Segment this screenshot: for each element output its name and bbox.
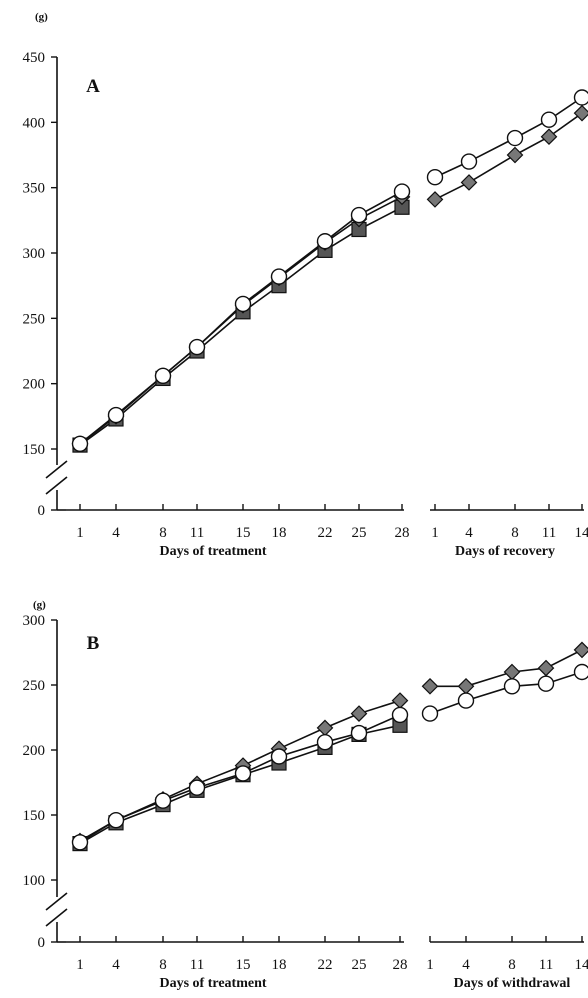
panel-a-treatment-circle-point (71, 435, 89, 452)
panel-a-recovery-circle-point (573, 89, 588, 106)
panel-a-recovery-diamond-point (426, 191, 444, 208)
panel-b-treatment-x-tick-label: 1 (76, 957, 84, 973)
panel-a-treatment-circle-point (350, 206, 368, 224)
panel-a-recovery-circle-point (506, 129, 524, 147)
panel-a-treatment-x-tick-label: 18 (272, 525, 287, 541)
panel-b-recovery-x-title: Days of withdrawal (454, 976, 571, 991)
panel-a-recovery-x-tick-label: 1 (431, 525, 439, 541)
panel-b-recovery-diamond-point (421, 677, 439, 695)
panel-a-treatment-x-tick-label: 8 (159, 525, 167, 541)
panel-b-recovery-x-tick-label: 4 (462, 957, 470, 973)
panel-b-y-tick-label: 250 (23, 678, 46, 694)
panel-a-treatment-x-tick-label: 15 (236, 525, 251, 541)
panel-a-treatment-circle-point (107, 406, 125, 424)
panel-a-treatment-x-tick-label: 28 (395, 525, 410, 541)
panel-b-axis-break-mark (45, 908, 68, 927)
panel-a-y-tick-label: 250 (23, 311, 46, 327)
panel-a-recovery-x-tick-label: 11 (542, 525, 556, 541)
panel-b-treatment-x-tick-label: 11 (190, 957, 204, 973)
panel-b-treatment-circle-point (316, 734, 334, 751)
panel-b-treatment-diamond-point (350, 705, 368, 722)
panel-b-y-tick-label: 150 (23, 808, 46, 824)
panel-b-treatment-x-tick-label: 18 (272, 957, 287, 973)
panel-a-y-tick-label: 0 (38, 503, 46, 519)
panel-a-recovery-circle-point (426, 169, 444, 186)
panel-a-treatment-circle-point (316, 233, 334, 250)
panel-b-treatment-x-tick-label: 25 (352, 957, 367, 973)
panel-b-treatment-x-tick-label: 8 (159, 957, 167, 973)
panel-b-recovery-circle-point (503, 678, 521, 695)
panel-b-recovery-diamond-point (457, 677, 475, 695)
panel-b-recovery-circle-point (573, 663, 588, 681)
panel-b-y-tick-label: 100 (23, 873, 46, 889)
panel-a-treatment-circle-point (188, 338, 206, 356)
panel-a-recovery-x-tick-label: 8 (511, 525, 519, 541)
panel-a-y-tick-label: 350 (23, 181, 46, 197)
panel-b-recovery-diamond-point (503, 663, 521, 681)
panel-b-treatment-x-tick-label: 28 (393, 957, 408, 973)
panel-b-treatment-x-title: Days of treatment (159, 976, 266, 991)
panel-a-letter: A (86, 76, 100, 97)
panel-b-treatment-circle-point (350, 724, 368, 742)
panel-a-recovery-diamond-point (573, 104, 588, 122)
panel-b-recovery-x-tick-label: 1 (426, 957, 434, 973)
panel-b-treatment-x-tick-label: 4 (112, 957, 120, 973)
panel-a-treatment-circle-point (270, 268, 288, 285)
panel-b-axis-break-mark (45, 892, 68, 911)
panel-a-treatment-x-tick-label: 25 (352, 525, 367, 541)
panel-b-y-tick-label: 300 (23, 613, 46, 629)
panel-b-treatment-circle-point (107, 812, 125, 829)
panel-a-recovery-circle-point (460, 153, 478, 170)
panel-b-y-tick-label: 0 (38, 935, 46, 951)
panel-a-y-tick-label: 400 (23, 115, 46, 131)
panel-b-treatment-circle-point (270, 748, 288, 765)
panel-a-treatment-x-title: Days of treatment (159, 544, 266, 559)
panel-b-treatment-diamond-point (391, 692, 409, 709)
panel-b-recovery-diamond-point (573, 641, 588, 659)
panel-a-treatment-x-tick-label: 4 (112, 525, 120, 541)
panel-a-treatment-x-tick-label: 11 (190, 525, 204, 541)
panel-a-treatment-circle-point (393, 183, 411, 200)
panel-a-recovery-x-title: Days of recovery (455, 544, 555, 559)
panel-a-treatment-square-series-line (79, 206, 403, 446)
panel-a-axis-break-mark (45, 476, 68, 495)
panel-b-treatment-diamond-point (316, 719, 334, 737)
panel-a-y-tick-label: 150 (23, 442, 46, 458)
panel-a-treatment-circle-point (234, 295, 252, 313)
panel-b-treatment-circle-point (71, 834, 89, 851)
panel-a-recovery-x-tick-label: 4 (465, 525, 473, 541)
panel-a-recovery-diamond-point (506, 146, 524, 164)
panel-b-unit-label: (g) (33, 599, 46, 611)
panel-a-treatment-circle-point (154, 367, 172, 385)
panel-b-recovery-circle-point (457, 692, 475, 709)
panel-b-treatment-square-series-line (79, 724, 401, 845)
panel-b-treatment-circle-point (391, 706, 409, 724)
panel-b-recovery-x-tick-label: 8 (508, 957, 516, 973)
panel-b-treatment-x-tick-label: 22 (318, 957, 333, 973)
panel-b-recovery-diamond-point (537, 659, 555, 677)
panel-b-recovery-x-tick-label: 11 (539, 957, 553, 973)
panel-b-treatment-circle-point (154, 792, 172, 809)
panel-a-y-tick-label: 300 (23, 246, 46, 262)
panel-a-axis-break-mark (45, 460, 68, 479)
panel-a-y-tick-label: 450 (23, 50, 46, 66)
panel-b-y-tick-label: 200 (23, 743, 46, 759)
panel-a-recovery-x-tick-label: 14 (575, 525, 588, 541)
panel-b-recovery-circle-series-line (429, 671, 583, 715)
panel-b-recovery-x-tick-label: 14 (575, 957, 588, 973)
panel-a-y-tick-label: 200 (23, 377, 46, 393)
panel-a-recovery-diamond-point (460, 174, 478, 191)
panel-b-recovery-circle-point (421, 705, 439, 722)
panel-b-treatment-x-tick-label: 15 (236, 957, 251, 973)
panel-a-recovery-circle-point (540, 111, 558, 128)
panel-a-treatment-x-tick-label: 1 (76, 525, 84, 541)
panel-a-treatment-x-tick-label: 22 (318, 525, 333, 541)
panel-b-treatment-circle-point (188, 779, 206, 796)
panel-b-treatment-circle-point (234, 765, 252, 782)
panel-a-recovery-diamond-point (540, 128, 558, 146)
panel-a-unit-label: (g) (35, 11, 48, 23)
panel-b-recovery-circle-point (537, 675, 555, 692)
panel-b-letter: B (87, 633, 100, 654)
